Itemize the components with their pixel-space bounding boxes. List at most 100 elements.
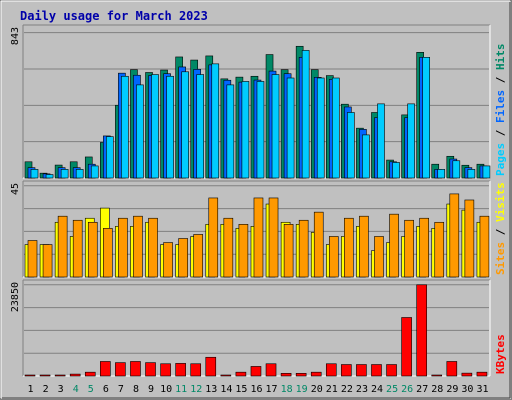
bar-sites-day-21 bbox=[328, 236, 339, 278]
bar-kbytes-day-14 bbox=[220, 374, 232, 377]
bar-sites-day-17 bbox=[268, 197, 279, 278]
bar-kbytes-day-1 bbox=[24, 374, 36, 377]
bar-sites-day-5 bbox=[87, 221, 98, 278]
bar-sites-day-26 bbox=[404, 219, 414, 278]
bar-kbytes-day-5 bbox=[84, 371, 96, 377]
bar-kbytes-day-15 bbox=[235, 371, 247, 377]
bar-kbytes-day-19 bbox=[295, 373, 307, 377]
axis-label-part: KBytes bbox=[494, 334, 507, 374]
x-tick-label-day-25: 25 bbox=[386, 384, 398, 395]
bar-pages-day-22 bbox=[347, 112, 355, 179]
bar-sites-day-20 bbox=[313, 211, 324, 278]
bar-sites-day-4 bbox=[72, 219, 83, 278]
chart-panels: 843 Pages / Files / Hits 45 Sites / Visits 2… bbox=[10, 24, 507, 377]
bar-sites-day-24 bbox=[374, 236, 384, 278]
bar-sites-day-12 bbox=[193, 234, 204, 278]
bar-sites-day-2 bbox=[42, 244, 53, 278]
bar-sites-day-29 bbox=[449, 193, 460, 278]
x-tick-label-day-21: 21 bbox=[326, 384, 338, 395]
bar-sites-day-11 bbox=[178, 238, 188, 278]
x-tick-label-day-13: 13 bbox=[205, 384, 217, 395]
bar-kbytes-day-29 bbox=[446, 361, 458, 377]
x-tick-label-day-16: 16 bbox=[250, 384, 262, 395]
x-tick-label-day-24: 24 bbox=[371, 384, 383, 395]
x-tick-label-day-1: 1 bbox=[28, 384, 34, 395]
x-tick-label-day-29: 29 bbox=[446, 384, 458, 395]
bar-kbytes-day-31 bbox=[476, 371, 488, 377]
bar-sites-day-9 bbox=[148, 217, 158, 278]
panel-max-label: 23850 bbox=[10, 282, 21, 312]
bar-pages-day-8 bbox=[136, 84, 144, 179]
bar-kbytes-day-26 bbox=[401, 317, 412, 377]
bar-pages-day-24 bbox=[377, 103, 385, 179]
bar-kbytes-day-2 bbox=[39, 374, 51, 377]
x-tick-label-day-22: 22 bbox=[341, 384, 353, 395]
x-tick-label-day-19: 19 bbox=[296, 384, 308, 395]
x-tick-label-day-30: 30 bbox=[461, 384, 473, 395]
axis-label-part: / bbox=[494, 70, 507, 90]
bar-pages-day-23 bbox=[362, 134, 370, 179]
x-tick-label-day-11: 11 bbox=[175, 384, 187, 395]
bar-kbytes-day-24 bbox=[371, 364, 382, 377]
bar-pages-day-6 bbox=[106, 136, 114, 179]
x-tick-label-day-4: 4 bbox=[73, 384, 79, 395]
bar-sites-day-15 bbox=[238, 224, 249, 278]
panel-max-label: 45 bbox=[10, 183, 21, 195]
panel-axis-label: Pages / Files / Hits bbox=[494, 44, 507, 177]
panel-1: 843 Pages / Files / Hits bbox=[10, 24, 507, 179]
bar-kbytes-day-13 bbox=[205, 356, 217, 377]
bar-pages-day-31 bbox=[482, 165, 491, 179]
bar-pages-day-17 bbox=[271, 74, 280, 179]
x-tick-label-day-7: 7 bbox=[118, 384, 124, 395]
bar-pages-day-11 bbox=[181, 71, 189, 179]
axis-label-part: Files bbox=[494, 90, 507, 123]
bar-sites-day-7 bbox=[118, 217, 128, 278]
axis-label-part: Visits bbox=[494, 182, 507, 222]
series-kbytes bbox=[24, 284, 488, 377]
bar-sites-day-10 bbox=[163, 242, 173, 278]
bar-pages-day-28 bbox=[437, 169, 446, 179]
bar-sites-day-1 bbox=[27, 240, 38, 278]
bar-kbytes-day-23 bbox=[356, 364, 367, 377]
bar-sites-day-18 bbox=[283, 224, 294, 278]
axis-label-part: Pages bbox=[494, 143, 507, 176]
bar-kbytes-day-21 bbox=[325, 363, 337, 377]
bar-kbytes-day-30 bbox=[461, 372, 473, 377]
bar-sites-day-14 bbox=[223, 217, 234, 278]
x-tick-label-day-14: 14 bbox=[220, 384, 232, 395]
x-tick-label-day-18: 18 bbox=[281, 384, 293, 395]
bar-pages-day-10 bbox=[166, 75, 174, 179]
bar-sites-day-28 bbox=[434, 221, 445, 278]
x-tick-label-day-5: 5 bbox=[88, 384, 94, 395]
panel-3: 23850 KBytes bbox=[10, 279, 507, 377]
x-axis-labels: 1 2 3 4 5 6 7 8 9 10 11 12 13 14 15 16 17 18 19 20 21 22 23 24 2… bbox=[28, 384, 489, 395]
x-tick-label-day-26: 26 bbox=[401, 384, 413, 395]
x-tick-label-day-12: 12 bbox=[190, 384, 202, 395]
x-tick-label-day-31: 31 bbox=[476, 384, 488, 395]
bar-sites-day-22 bbox=[344, 217, 354, 278]
series-sites bbox=[27, 193, 490, 278]
bar-kbytes-day-9 bbox=[145, 362, 156, 377]
x-tick-label-day-20: 20 bbox=[311, 384, 323, 395]
x-tick-label-day-10: 10 bbox=[160, 384, 172, 395]
bar-pages-day-16 bbox=[256, 81, 265, 179]
bar-sites-day-27 bbox=[419, 217, 429, 278]
panel-axis-label: Sites / Visits bbox=[494, 182, 507, 275]
bar-pages-day-20 bbox=[316, 77, 325, 179]
axis-label-part: / bbox=[494, 123, 507, 143]
bar-pages-day-2 bbox=[45, 174, 54, 179]
bar-pages-day-9 bbox=[151, 74, 159, 179]
bar-pages-day-12 bbox=[196, 74, 205, 179]
bar-pages-day-5 bbox=[90, 165, 99, 179]
bar-pages-day-30 bbox=[467, 169, 476, 179]
bar-kbytes-day-12 bbox=[190, 363, 202, 377]
bar-sites-day-23 bbox=[359, 215, 369, 278]
bar-pages-day-4 bbox=[75, 169, 84, 179]
bar-kbytes-day-8 bbox=[130, 361, 141, 377]
bar-sites-day-8 bbox=[133, 215, 143, 278]
bar-sites-day-6 bbox=[103, 228, 113, 278]
bar-sites-day-3 bbox=[57, 215, 68, 278]
panel-max-label: 843 bbox=[10, 27, 21, 45]
x-tick-label-day-23: 23 bbox=[356, 384, 368, 395]
